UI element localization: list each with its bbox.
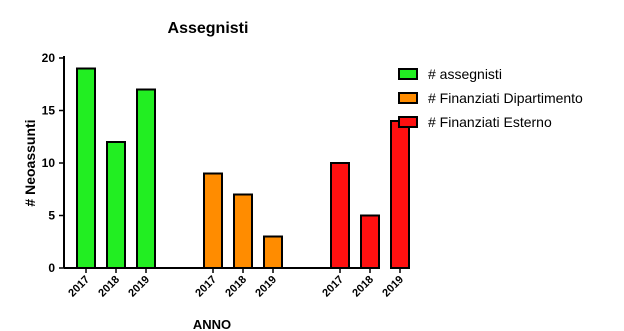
y-tick-label: 20 bbox=[42, 51, 56, 65]
y-tick-label: 10 bbox=[42, 156, 56, 170]
x-tick-label: 2017 bbox=[193, 274, 219, 300]
legend-label: # assegnisti bbox=[428, 66, 502, 82]
bar-2-2019 bbox=[263, 235, 283, 269]
x-tick-label: 2018 bbox=[350, 274, 376, 300]
legend-item-3: # Finanziati Esterno bbox=[398, 110, 583, 134]
bar-1-2018 bbox=[106, 141, 126, 269]
legend-item-2: # Finanziati Dipartimento bbox=[398, 86, 583, 110]
legend: # assegnisti # Finanziati Dipartimento # F… bbox=[398, 62, 583, 134]
x-tick-label: 2018 bbox=[96, 274, 122, 300]
bar-2-2017 bbox=[203, 172, 223, 269]
legend-label: # Finanziati Dipartimento bbox=[428, 90, 583, 106]
legend-swatch bbox=[398, 116, 418, 128]
y-tick-label: 5 bbox=[48, 209, 55, 223]
x-axis-label: ANNO bbox=[193, 317, 231, 331]
x-tick-label: 2019 bbox=[126, 274, 152, 300]
x-tick-label: 2017 bbox=[66, 274, 92, 300]
x-tick-label: 2019 bbox=[380, 274, 406, 300]
x-tick-label: 2017 bbox=[320, 274, 346, 300]
bar-2-2018 bbox=[233, 193, 253, 269]
y-tick-label: 0 bbox=[48, 261, 55, 275]
bar-3-2018 bbox=[360, 214, 380, 269]
chart-title: Assegnisti bbox=[168, 20, 249, 37]
y-axis-label: # Neoassunti bbox=[22, 119, 38, 206]
x-tick-label: 2018 bbox=[223, 274, 249, 300]
y-tick-label: 15 bbox=[42, 104, 56, 118]
bar-1-2019 bbox=[136, 88, 156, 269]
bar-1-2017 bbox=[76, 67, 96, 269]
legend-label: # Finanziati Esterno bbox=[428, 114, 552, 130]
legend-swatch bbox=[398, 92, 418, 104]
bar-3-2019 bbox=[390, 120, 410, 269]
legend-item-1: # assegnisti bbox=[398, 62, 583, 86]
bar-3-2017 bbox=[330, 162, 350, 269]
x-tick-label: 2019 bbox=[253, 274, 279, 300]
legend-swatch bbox=[398, 68, 418, 80]
